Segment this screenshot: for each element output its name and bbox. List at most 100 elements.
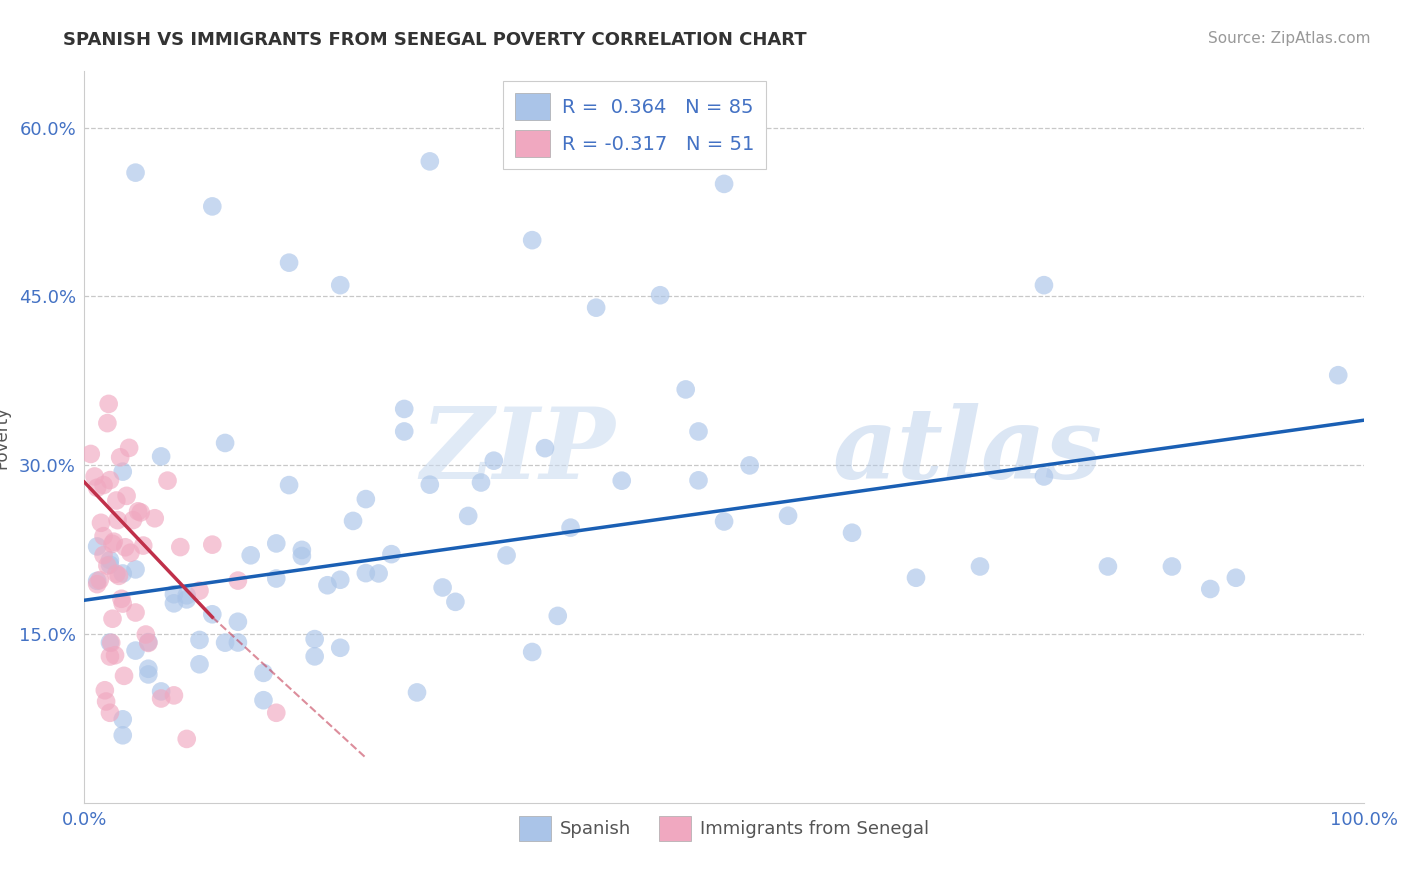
Point [201,199,224,213]
Point [110,591,132,606]
Point [367,566,389,581]
Point [98,558,121,572]
Point [226,574,249,588]
Point [432,581,454,595]
Point [104,648,127,663]
Point [127,504,149,518]
Point [252,693,274,707]
Point [114,541,136,555]
Point [163,587,186,601]
Point [93,548,115,562]
Point [278,255,301,269]
Point [354,492,377,507]
Point [688,425,710,439]
Point [1097,559,1119,574]
Point [520,233,543,247]
Point [1199,582,1222,596]
Point [547,608,569,623]
Point [905,571,928,585]
Point [738,458,761,473]
Point [105,566,128,581]
Point [89,573,111,587]
Point [120,546,142,560]
Point [98,473,121,487]
Point [83,469,105,483]
Point [86,574,108,588]
Point [329,640,352,655]
Point [419,477,441,491]
Point [150,450,173,464]
Point [105,493,128,508]
Point [100,636,122,650]
Point [98,553,121,567]
Point [111,712,134,726]
Point [201,538,224,552]
Point [252,665,274,680]
Point [585,301,607,315]
Point [188,583,211,598]
Point [188,632,211,647]
Point [560,521,582,535]
Point [329,573,352,587]
Point [111,566,134,581]
Point [86,577,108,591]
Point [1160,559,1182,574]
Point [115,489,138,503]
Point [214,436,236,450]
Point [520,645,543,659]
Point [124,166,146,180]
Point [226,635,249,649]
Point [112,669,135,683]
Point [163,596,186,610]
Point [94,683,117,698]
Point [713,177,735,191]
Point [226,615,249,629]
Point [150,691,173,706]
Point [138,635,160,649]
Point [841,525,863,540]
Point [122,513,145,527]
Point [176,588,198,602]
Point [150,684,173,698]
Point [96,416,118,430]
Point [419,154,441,169]
Point [778,508,800,523]
Point [90,516,112,530]
Point [201,607,224,622]
Point [98,706,121,720]
Point [111,465,134,479]
Text: SPANISH VS IMMIGRANTS FROM SENEGAL POVERTY CORRELATION CHART: SPANISH VS IMMIGRANTS FROM SENEGAL POVER… [63,31,807,49]
Point [118,441,141,455]
Point [124,606,146,620]
Point [1327,368,1350,383]
Point [94,694,117,708]
Point [688,473,710,487]
Point [98,635,121,649]
Point [111,728,134,742]
Point [163,689,186,703]
Point [650,288,672,302]
Text: atlas: atlas [832,403,1102,500]
Y-axis label: Poverty: Poverty [0,406,11,468]
Point [86,481,108,495]
Point [291,549,314,563]
Point [329,278,352,293]
Point [264,572,288,586]
Point [342,514,364,528]
Point [534,441,557,455]
Point [495,549,517,563]
Point [143,511,166,525]
Point [291,542,314,557]
Text: ZIP: ZIP [420,403,616,500]
Point [969,559,991,574]
Point [610,474,633,488]
Point [107,513,129,527]
Text: Source: ZipAtlas.com: Source: ZipAtlas.com [1208,31,1371,46]
Point [470,475,492,490]
Point [138,636,160,650]
Point [103,534,125,549]
Point [124,643,146,657]
Point [675,383,697,397]
Point [135,627,157,641]
Point [129,505,152,519]
